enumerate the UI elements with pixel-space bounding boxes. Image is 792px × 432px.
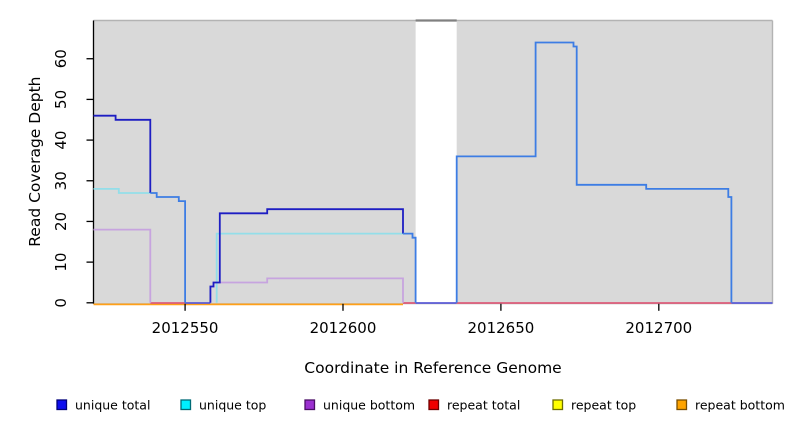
series-unique-top-left [93,188,151,194]
legend-label-repeat-total: repeat total [447,398,520,413]
legend-swatch-unique-bottom [304,399,316,411]
no-coverage-gap [415,21,457,304]
y-tick-label: 0 [52,298,70,308]
y-tick-label: 50 [52,90,70,109]
legend-swatch-unique-top [180,399,192,411]
x-tick-label: 2012700 [625,319,692,337]
series-unique-total-left [93,114,152,193]
legend-swatch-repeat-total [428,399,440,411]
x-axis-title: Coordinate in Reference Genome [304,359,561,377]
y-tick-label: 10 [52,253,70,272]
series-unique-total-overlap-drop [403,232,417,303]
legend-label-repeat-top: repeat top [571,398,636,413]
series-unique-top-mid [215,232,403,303]
x-tick-label: 2012600 [310,319,377,337]
legend-swatch-repeat-top [552,399,564,411]
legend-label-unique-top: unique top [199,398,266,413]
series-unique-total-right-block [455,41,733,303]
legend-label-unique-bottom: unique bottom [323,398,415,413]
y-tick-label: 40 [52,131,70,150]
series-unique-total-mid [209,208,404,303]
legend-swatch-unique-total [56,399,68,411]
series-unique-total-overlap-left [150,192,186,303]
series-unique-bottom-left [93,228,152,303]
legend-label-unique-total: unique total [75,398,150,413]
x-tick-label: 2012550 [152,319,219,337]
y-tick-label: 60 [52,49,70,68]
x-tick-label: 2012650 [467,319,534,337]
y-axis-title: Read Coverage Depth [26,77,44,247]
y-tick-label: 30 [52,171,70,190]
legend-label-repeat-bottom: repeat bottom [695,398,785,413]
legend-swatch-repeat-bottom [676,399,688,411]
y-tick-label: 20 [52,212,70,231]
